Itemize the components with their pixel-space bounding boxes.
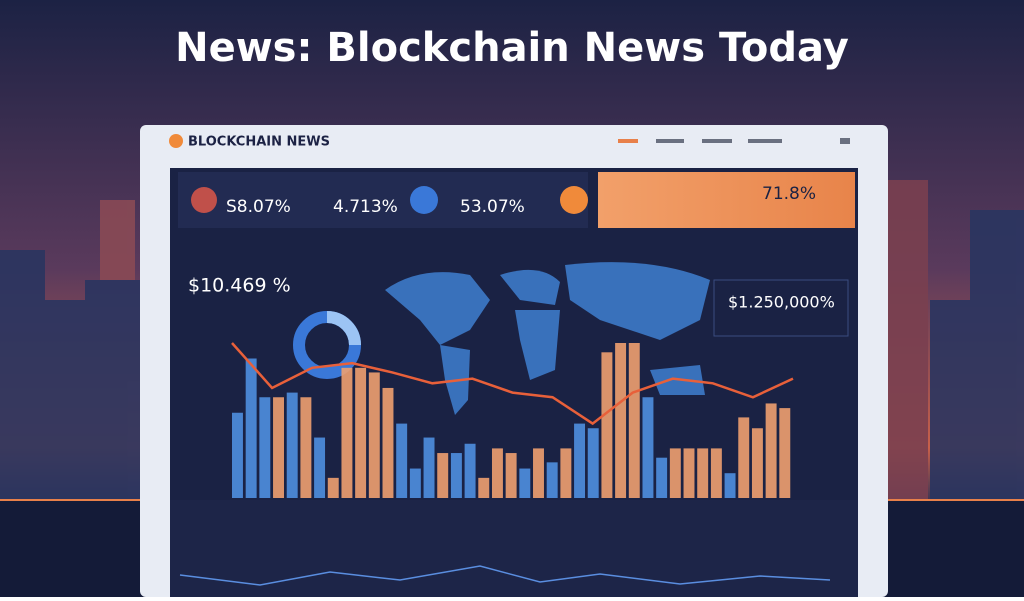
bar <box>437 453 449 498</box>
bar <box>300 397 312 498</box>
bar <box>341 367 353 498</box>
trend-line <box>231 342 794 426</box>
bar <box>245 358 257 498</box>
bar <box>478 477 490 498</box>
bar <box>765 403 777 498</box>
figure-box <box>713 279 849 337</box>
bar-chart <box>231 342 794 498</box>
bar <box>533 448 544 498</box>
bar <box>396 423 408 498</box>
bar <box>642 397 654 498</box>
bar <box>491 448 503 498</box>
bar <box>710 448 722 498</box>
bar <box>779 408 791 498</box>
bar <box>450 453 462 498</box>
brand-logo <box>169 134 183 148</box>
bar <box>615 343 627 498</box>
bar <box>574 423 586 498</box>
bar <box>656 457 668 498</box>
stat-icon <box>560 186 588 214</box>
stat-icon <box>410 186 438 214</box>
bar <box>587 428 599 498</box>
bar <box>628 343 640 498</box>
bar <box>259 397 271 498</box>
bar <box>232 412 243 498</box>
bar <box>738 417 750 498</box>
stat-row <box>178 172 588 228</box>
right-figure: $1.250,000% <box>728 293 835 312</box>
bar <box>724 473 736 498</box>
bar <box>327 477 339 498</box>
bar <box>669 448 681 498</box>
stat-icon <box>191 187 217 213</box>
stat-value: 53.07% <box>460 197 525 217</box>
bar <box>368 372 380 498</box>
bar <box>286 392 298 498</box>
left-figure: $10.469 % <box>188 275 291 297</box>
city-left <box>0 200 140 510</box>
bar <box>601 352 613 498</box>
bar <box>560 448 572 498</box>
bar <box>546 462 558 498</box>
bar <box>697 448 709 498</box>
bar <box>423 437 435 498</box>
city-right <box>888 180 1024 510</box>
donut <box>293 311 361 379</box>
nav <box>618 138 850 144</box>
bar <box>355 367 367 498</box>
bottom-line <box>179 565 831 586</box>
bar <box>273 397 284 498</box>
brand: BLOCKCHAIN NEWS <box>188 135 330 150</box>
stat-value: 4.713% <box>333 197 398 217</box>
highlight-card <box>598 172 855 228</box>
bar <box>464 443 476 498</box>
bar <box>382 387 394 498</box>
stat-value: S8.07% <box>226 197 291 217</box>
bar <box>409 468 421 498</box>
bar <box>505 453 517 498</box>
highlight-value: 71.8% <box>762 184 816 204</box>
title: News: Blockchain News Today <box>175 25 849 71</box>
bar <box>751 428 763 498</box>
bar <box>314 437 326 498</box>
bar <box>519 468 531 498</box>
bar <box>683 448 695 498</box>
